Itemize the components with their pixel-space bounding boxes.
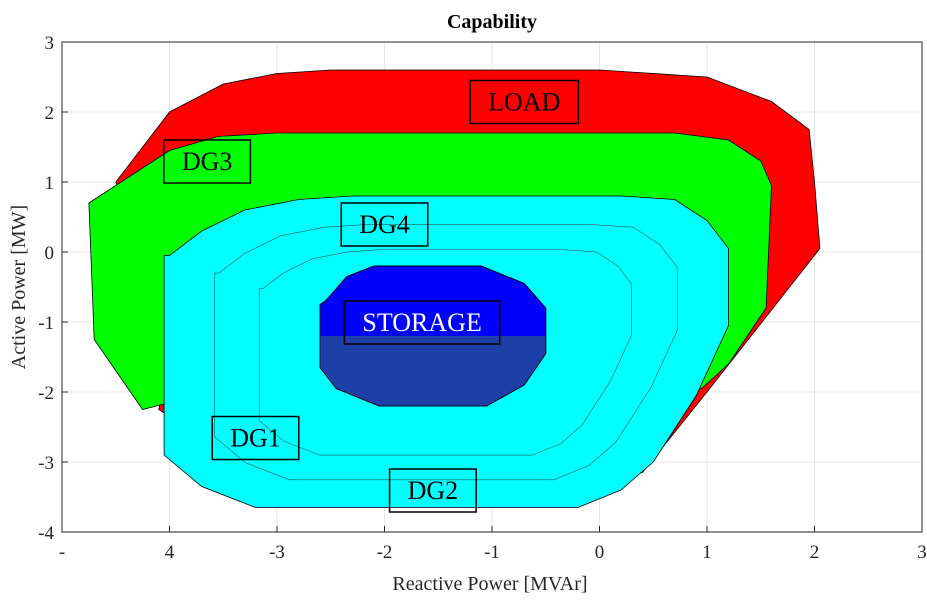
- x-tick-label: 0: [595, 542, 605, 563]
- label-storage-box: [343, 300, 501, 345]
- x-tick-label: 3: [917, 542, 927, 563]
- y-tick-label: 2: [45, 103, 55, 124]
- y-tick-label: -4: [38, 523, 54, 544]
- y-tick-labels: 3 2 1 0 -1 -2 -3 -4: [38, 33, 68, 544]
- label-load: LOAD: [469, 79, 580, 125]
- region-storage-outline: [319, 265, 547, 407]
- x-tick-label: -2: [377, 542, 393, 563]
- region-labels: LOAD DG3 DG4 STORAGE DG1 DG2: [163, 79, 580, 513]
- y-tick-label: 1: [45, 173, 55, 194]
- label-dg3-box: [163, 139, 252, 184]
- y-tick-label: 3: [45, 33, 55, 54]
- label-dg2: DG2: [388, 468, 477, 513]
- x-tick-label: -3: [269, 542, 285, 563]
- label-dg1-box: [211, 415, 300, 461]
- chart-title: Capability: [447, 11, 537, 33]
- y-tick-label: -1: [38, 313, 54, 334]
- contour-lines: [214, 224, 678, 481]
- inner-contour-2: [258, 249, 632, 456]
- label-dg2-text: DG2: [408, 476, 459, 505]
- y-tick-label: -3: [38, 453, 54, 474]
- label-dg4: DG4: [340, 202, 429, 247]
- label-dg1: DG1: [211, 415, 300, 461]
- label-dg4-text: DG4: [359, 210, 410, 239]
- label-dg4-box: [340, 202, 429, 247]
- label-storage-text: STORAGE: [362, 308, 481, 337]
- label-dg3-text: DG3: [182, 147, 233, 176]
- x-tick-labels: - 4 -3 -2 -1 0 1 2 3: [59, 526, 927, 563]
- inner-contour-1: [214, 224, 678, 481]
- label-dg3: DG3: [163, 139, 252, 184]
- label-dg1-text: DG1: [230, 424, 281, 453]
- x-axis-label: Reactive Power [MVAr]: [392, 573, 587, 595]
- x-tick-label: 2: [810, 542, 820, 563]
- y-axis-label: Active Power [MW]: [8, 205, 30, 369]
- label-dg2-box: [388, 468, 477, 513]
- y-tick-label: -2: [38, 383, 54, 404]
- x-tick-label: 4: [165, 542, 175, 563]
- x-tick-label: 1: [702, 542, 712, 563]
- label-load-box: [469, 79, 580, 125]
- label-storage: STORAGE: [343, 300, 501, 345]
- x-tick-label: -: [59, 542, 65, 563]
- label-load-text: LOAD: [488, 88, 560, 117]
- y-tick-label: 0: [45, 243, 55, 264]
- x-tick-label: -1: [484, 542, 500, 563]
